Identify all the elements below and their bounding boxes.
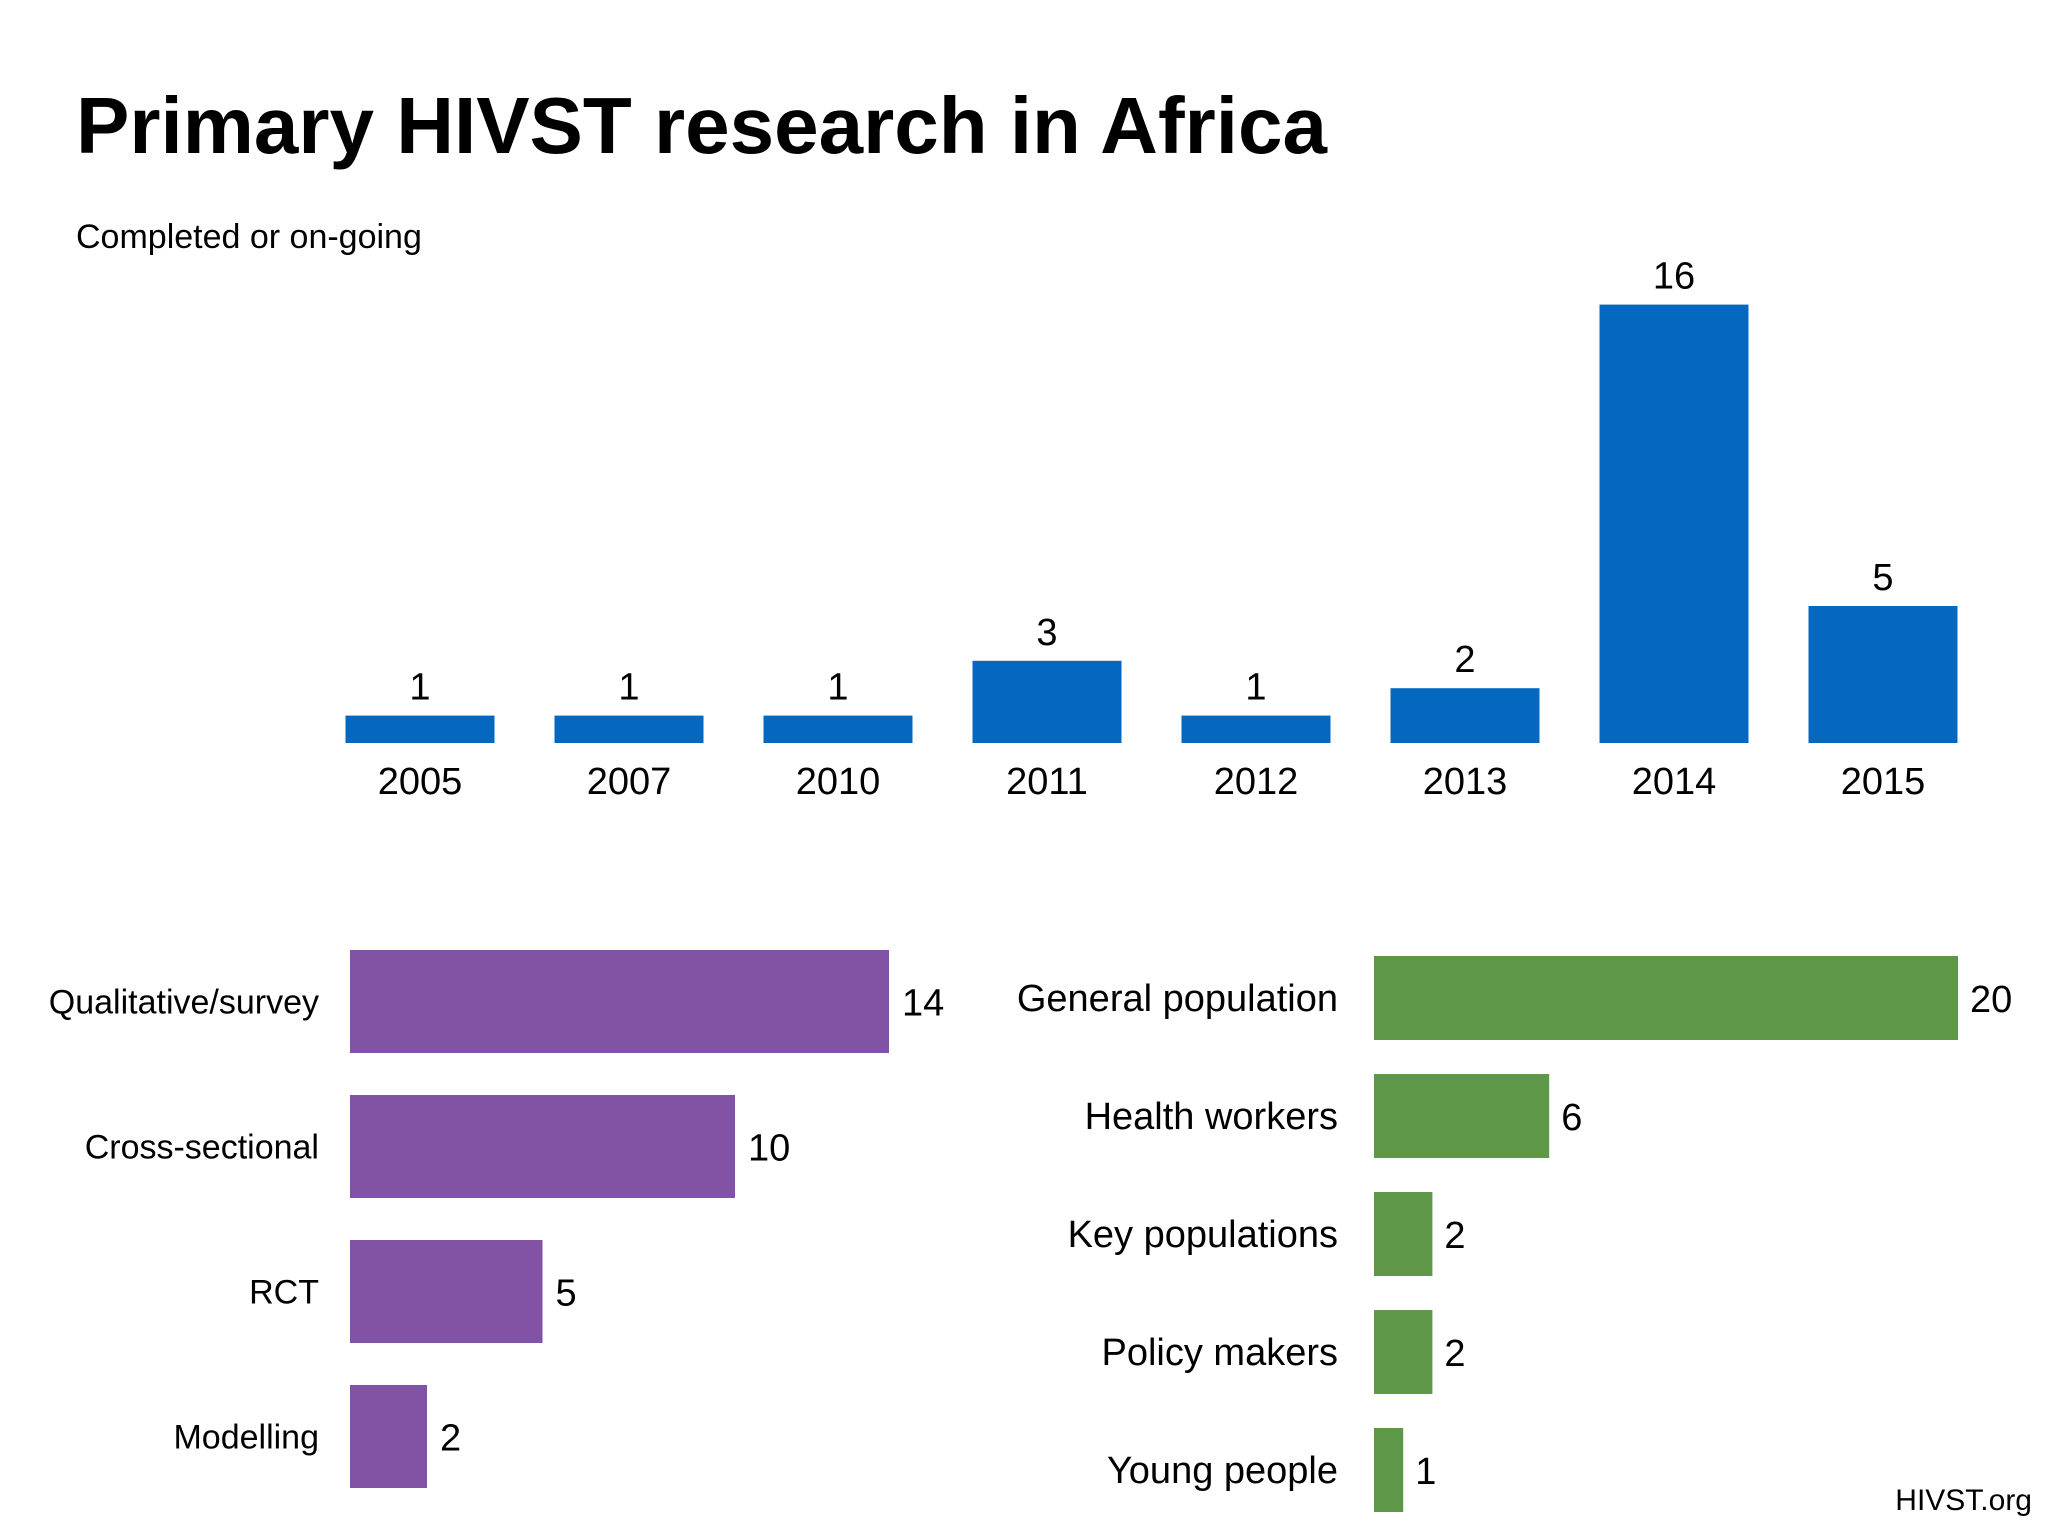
y-tick-label-cross-sectional: Cross-sectional — [85, 1129, 319, 1167]
x-tick-label-2011: 2011 — [1006, 761, 1088, 803]
bar-2014 — [1599, 304, 1749, 743]
x-tick-label-2013: 2013 — [1423, 761, 1508, 803]
data-label-2007: 1 — [618, 667, 639, 709]
y-tick-label-qualitative-survey: Qualitative/survey — [49, 984, 319, 1022]
x-tick-label-2005: 2005 — [378, 761, 463, 803]
data-label-rct: 5 — [556, 1273, 577, 1315]
y-tick-label-rct: RCT — [249, 1274, 319, 1312]
bar-policy-makers — [1374, 1310, 1433, 1394]
data-label-2013: 2 — [1454, 639, 1475, 681]
y-tick-label-key-populations: Key populations — [1068, 1214, 1338, 1256]
y-tick-label-general-population: General population — [1017, 978, 1338, 1020]
bar-young-people — [1374, 1428, 1404, 1512]
bar-2010 — [763, 715, 913, 743]
bar-2007 — [554, 715, 704, 743]
population-bar-chart: General population 20 Health workers 6 Key p… — [1017, 956, 2012, 1512]
x-tick-label-2010: 2010 — [796, 761, 881, 803]
year-bar-chart: 1 2005 1 2007 1 2010 3 2011 1 2012 2 2013 16 2014 5 201… — [345, 256, 1958, 803]
data-label-2005: 1 — [409, 667, 430, 709]
data-label-2012: 1 — [1245, 667, 1266, 709]
data-label-policy-makers: 2 — [1444, 1333, 1465, 1375]
bar-2015 — [1808, 606, 1958, 743]
source-label: HIVST.org — [1895, 1484, 2032, 1517]
y-tick-label-policy-makers: Policy makers — [1102, 1332, 1339, 1374]
data-label-modelling: 2 — [440, 1418, 461, 1460]
data-label-young-people: 1 — [1415, 1451, 1436, 1493]
x-tick-label-2015: 2015 — [1841, 761, 1926, 803]
bar-rct — [350, 1240, 543, 1343]
data-label-2011: 3 — [1036, 612, 1057, 654]
data-label-2014: 16 — [1653, 256, 1695, 298]
y-tick-label-young-people: Young people — [1107, 1450, 1338, 1492]
study-design-bar-chart: Qualitative/survey 14 Cross-sectional 10 RCT… — [49, 950, 944, 1488]
bar-2011 — [972, 660, 1122, 743]
y-tick-label-health-workers: Health workers — [1085, 1096, 1338, 1138]
x-tick-label-2012: 2012 — [1214, 761, 1299, 803]
data-label-2015: 5 — [1872, 557, 1893, 599]
data-label-health-workers: 6 — [1561, 1097, 1582, 1139]
bar-cross-sectional — [350, 1095, 735, 1198]
data-label-general-population: 20 — [1970, 979, 2012, 1021]
data-label-key-populations: 2 — [1444, 1215, 1465, 1257]
data-label-qualitative-survey: 14 — [902, 983, 944, 1025]
y-tick-label-modelling: Modelling — [173, 1419, 319, 1457]
x-tick-label-2014: 2014 — [1632, 761, 1717, 803]
chart-subtitle: Completed or on-going — [76, 218, 422, 256]
chart-title: Primary HIVST research in Africa — [76, 81, 1327, 170]
bar-qualitative-survey — [350, 950, 889, 1053]
data-label-cross-sectional: 10 — [748, 1128, 790, 1170]
x-tick-label-2007: 2007 — [587, 761, 672, 803]
bar-2012 — [1181, 715, 1331, 743]
bar-2013 — [1390, 688, 1540, 743]
bar-key-populations — [1374, 1192, 1433, 1276]
data-label-2010: 1 — [827, 667, 848, 709]
bar-health-workers — [1374, 1074, 1550, 1158]
bar-2005 — [345, 715, 495, 743]
bar-general-population — [1374, 956, 1958, 1040]
bar-modelling — [350, 1385, 427, 1488]
